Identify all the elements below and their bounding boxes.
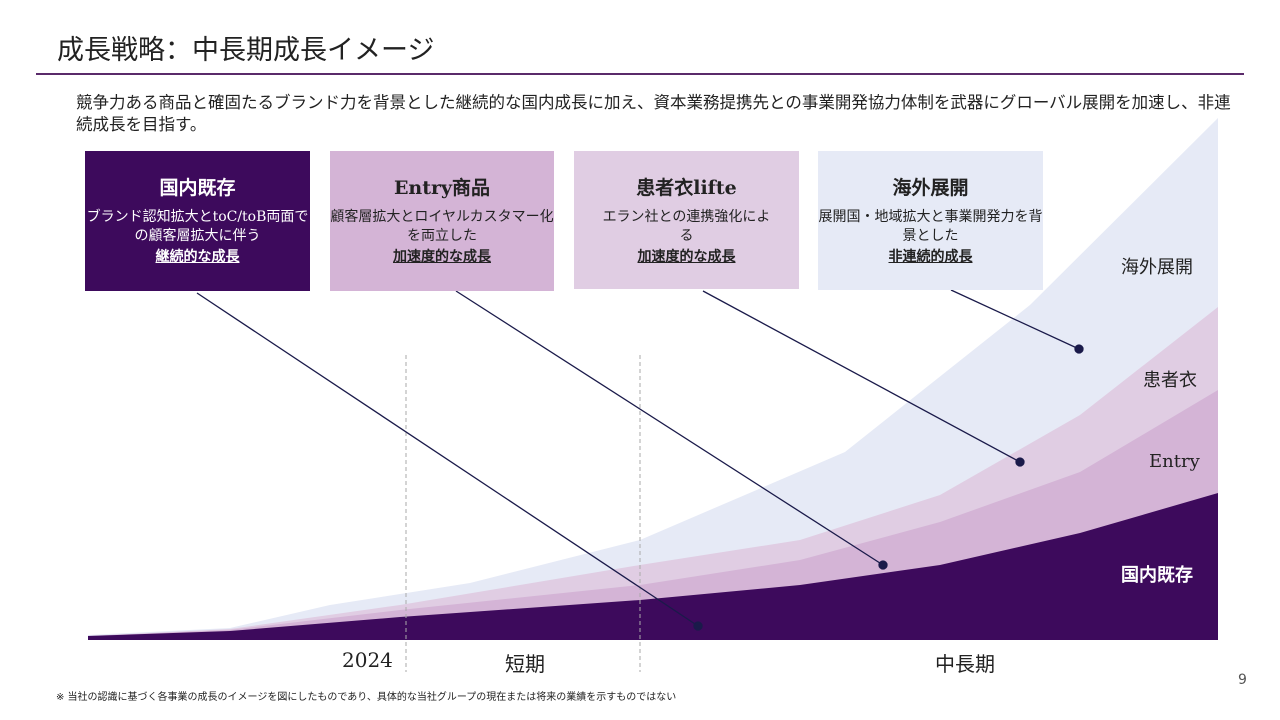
marker-overseas: [1074, 344, 1084, 354]
connector-overseas: [950, 289, 1080, 350]
label-domestic: 国内既存: [1121, 565, 1193, 586]
marker-patient: [1015, 457, 1025, 467]
box-overseas: 海外展開 展開国・地域拡大と事業開発力を背景とした 非連続的成長: [818, 151, 1043, 290]
axis-mid: 中長期: [935, 652, 995, 676]
box-heading: 患者衣lifte: [636, 177, 737, 199]
box-emphasis: 加速度的な成長: [637, 249, 736, 265]
box-domestic: 国内既存 ブランド認知拡大とtoC/toB両面での顧客層拡大に伴う 継続的な成長: [85, 151, 310, 291]
box-desc: エラン社との連携強化による: [602, 209, 771, 244]
marker-entry: [878, 560, 888, 570]
box-desc: 展開国・地域拡大と事業開発力を背景とした: [818, 209, 1043, 244]
box-heading: 海外展開: [892, 177, 969, 199]
label-patient: 患者衣: [1143, 370, 1197, 391]
connector-patient: [702, 290, 1021, 463]
area-domestic: [88, 493, 1218, 640]
box-entry: Entry商品 顧客層拡大とロイヤルカスタマー化を両立した 加速度的な成長: [330, 151, 554, 291]
connector-entry: [455, 290, 884, 566]
lead-text: 競争力ある商品と確固たるブランド力を背景とした継続的な国内成長に加え、資本業務提…: [76, 93, 1231, 134]
marker-domestic: [693, 621, 703, 631]
box-heading: 国内既存: [159, 177, 236, 199]
page-title: 成長戦略：中長期成長イメージ: [57, 35, 435, 66]
box-emphasis: 非連続的成長: [888, 249, 973, 265]
label-entry: Entry: [1149, 451, 1200, 472]
footnote: ※ 当社の認識に基づく各事業の成長のイメージを図にしたものであり、具体的な当社グ…: [56, 692, 677, 703]
axis-year: 2024: [342, 648, 393, 672]
box-patient: 患者衣lifte エラン社との連携強化による 加速度的な成長: [574, 151, 799, 289]
box-desc: 顧客層拡大とロイヤルカスタマー化を両立した: [330, 209, 554, 244]
box-emphasis: 加速度的な成長: [393, 249, 491, 265]
box-desc: ブランド認知拡大とtoC/toB両面での顧客層拡大に伴う: [86, 209, 309, 244]
page-number: 9: [1238, 672, 1247, 688]
box-emphasis: 継続的な成長: [155, 249, 240, 265]
box-heading: Entry商品: [393, 177, 491, 199]
title-divider: [36, 73, 1244, 75]
connector-domestic: [196, 292, 699, 627]
axis-short: 短期: [505, 652, 545, 676]
label-overseas: 海外展開: [1121, 257, 1193, 278]
